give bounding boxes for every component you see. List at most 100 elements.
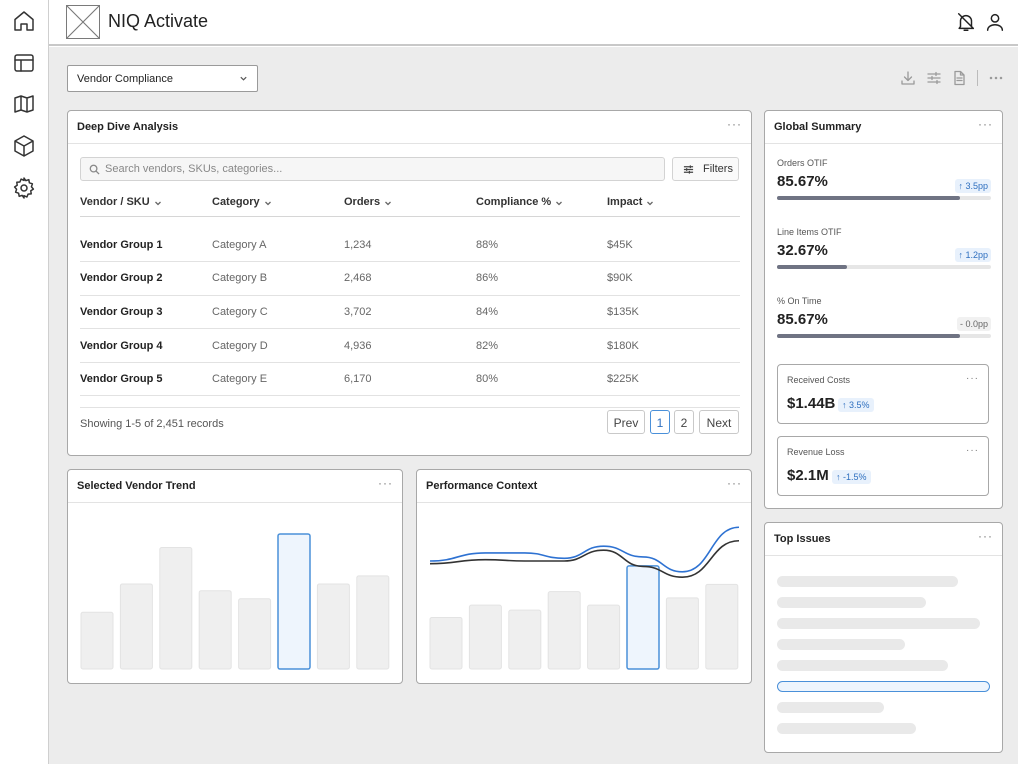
column-header-orders[interactable]: Orders <box>344 189 476 217</box>
kpi-delta-badge: - 0.0pp <box>956 317 991 331</box>
chevron-down-icon <box>264 198 272 206</box>
more-options-icon[interactable]: ··· <box>727 117 742 131</box>
table-row[interactable]: Vendor Group 3 Category C 3,702 84% $135… <box>80 295 740 330</box>
kpi-label: % On Time <box>777 296 822 306</box>
issue-skeleton-item[interactable] <box>777 660 948 671</box>
chart-bar[interactable] <box>508 609 542 670</box>
chart-bar[interactable] <box>80 611 114 670</box>
issue-skeleton-item[interactable] <box>777 723 916 734</box>
mini-card-label: Received Costs <box>787 375 851 385</box>
revenue-loss-card[interactable]: Revenue Loss ··· $2.1M ↑ -1.5% <box>777 436 989 496</box>
chart-line-series-2 <box>429 539 740 579</box>
kpi-value: 32.67% <box>777 242 828 259</box>
chart-bar[interactable] <box>119 583 153 670</box>
issue-skeleton-item[interactable] <box>777 597 926 608</box>
download-icon[interactable] <box>900 70 916 86</box>
chart-bar[interactable] <box>316 583 350 670</box>
table-row[interactable]: Vendor Group 5 Category E 6,170 80% $225… <box>80 362 740 397</box>
cell-vendor: Vendor Group 2 <box>80 261 212 296</box>
cell-impact: $45K <box>607 228 740 263</box>
user-profile-icon[interactable] <box>984 11 1006 33</box>
chart-bar[interactable] <box>587 604 621 670</box>
more-options-icon[interactable]: ··· <box>727 476 742 490</box>
sliders-icon[interactable] <box>926 70 942 86</box>
chart-bar[interactable] <box>665 597 699 670</box>
filter-icon <box>683 164 694 175</box>
chart-bar[interactable] <box>705 583 739 670</box>
card-header: Performance Context ··· <box>417 470 751 503</box>
table-row[interactable]: Vendor Group 1 Category A 1,234 88% $45K <box>80 228 740 263</box>
dashboard-canvas: Vendor Compliance Deep Dive Analysis ···… <box>49 47 1018 764</box>
kpi-progress-track <box>777 334 991 338</box>
more-options-icon[interactable]: ··· <box>966 373 979 384</box>
card-title: Selected Vendor Trend <box>77 480 196 492</box>
issue-skeleton-item-selected[interactable] <box>777 681 990 692</box>
issue-skeleton-item[interactable] <box>777 639 905 650</box>
received-costs-card[interactable]: Received Costs ··· $1.44B ↑ 3.5% <box>777 364 989 424</box>
column-header-vendor[interactable]: Vendor / SKU <box>80 189 212 217</box>
column-header-category[interactable]: Category <box>212 189 344 217</box>
cell-category: Category A <box>212 228 344 263</box>
chevron-down-icon <box>555 198 563 206</box>
chart-bar[interactable] <box>429 616 463 670</box>
more-options-icon[interactable]: ··· <box>378 476 393 490</box>
cell-orders: 6,170 <box>344 362 476 397</box>
chart-bar-selected[interactable] <box>277 533 311 670</box>
card-header: Top Issues ··· <box>765 523 1002 556</box>
table-row[interactable]: Vendor Group 4 Category D 4,936 82% $180… <box>80 328 740 363</box>
column-header-impact[interactable]: Impact <box>607 189 740 217</box>
selected-vendor-trend-card: Selected Vendor Trend ··· <box>67 469 403 684</box>
cell-compliance: 86% <box>476 261 607 296</box>
chart-bar[interactable] <box>468 604 502 670</box>
cell-impact: $90K <box>607 261 740 296</box>
vendor-trend-bar-chart <box>80 533 390 670</box>
pagination-prev-button[interactable]: Prev <box>607 410 645 434</box>
issue-skeleton-item[interactable] <box>777 702 884 713</box>
search-input[interactable]: Search vendors, SKUs, categories... <box>80 157 665 181</box>
cell-category: Category D <box>212 328 344 363</box>
cell-impact: $135K <box>607 295 740 330</box>
more-icon[interactable] <box>988 70 1004 86</box>
filters-button[interactable]: Filters <box>672 157 739 181</box>
document-icon[interactable] <box>951 70 967 86</box>
home-icon[interactable] <box>9 6 39 36</box>
more-options-icon[interactable]: ··· <box>978 529 993 543</box>
app-title: NIQ Activate <box>108 11 209 31</box>
mini-card-label: Revenue Loss <box>787 447 845 457</box>
package-icon[interactable] <box>9 131 39 161</box>
chart-bar-selected[interactable] <box>626 565 660 670</box>
table-spacer <box>80 395 740 409</box>
chart-bar[interactable] <box>159 547 193 670</box>
table-spacer <box>80 216 740 228</box>
chart-bar[interactable] <box>547 591 581 670</box>
issue-skeleton-item[interactable] <box>777 618 980 629</box>
pagination-page-2[interactable]: 2 <box>674 410 694 434</box>
view-selector-dropdown[interactable]: Vendor Compliance <box>67 65 258 92</box>
kpi-delta-badge: ↑ 1.2pp <box>955 248 991 262</box>
cell-vendor: Vendor Group 5 <box>80 362 212 397</box>
settings-icon[interactable] <box>9 173 39 203</box>
pagination-next-button[interactable]: Next <box>699 410 739 434</box>
cell-category: Category B <box>212 261 344 296</box>
kpi-label: Orders OTIF <box>777 158 828 168</box>
chevron-down-icon <box>154 198 162 206</box>
notification-bell-icon[interactable] <box>955 11 977 33</box>
chart-bar[interactable] <box>238 598 272 670</box>
mini-card-value: $2.1M <box>787 467 829 484</box>
cell-orders: 2,468 <box>344 261 476 296</box>
kpi-progress-track <box>777 196 991 200</box>
kpi-delta-badge: ↑ 3.5pp <box>955 179 991 193</box>
pagination-page-1[interactable]: 1 <box>650 410 670 434</box>
more-options-icon[interactable]: ··· <box>966 445 979 456</box>
map-icon[interactable] <box>9 89 39 119</box>
more-options-icon[interactable]: ··· <box>978 117 993 131</box>
logo-placeholder <box>66 5 100 39</box>
chart-bar[interactable] <box>198 590 232 670</box>
layout-icon[interactable] <box>9 48 39 78</box>
chart-bar[interactable] <box>356 575 390 670</box>
issue-skeleton-item[interactable] <box>777 576 958 587</box>
mini-card-value: $1.44B <box>787 395 836 412</box>
column-header-compliance[interactable]: Compliance % <box>476 189 607 217</box>
chevron-down-icon <box>239 74 248 83</box>
table-row[interactable]: Vendor Group 2 Category B 2,468 86% $90K <box>80 261 740 296</box>
